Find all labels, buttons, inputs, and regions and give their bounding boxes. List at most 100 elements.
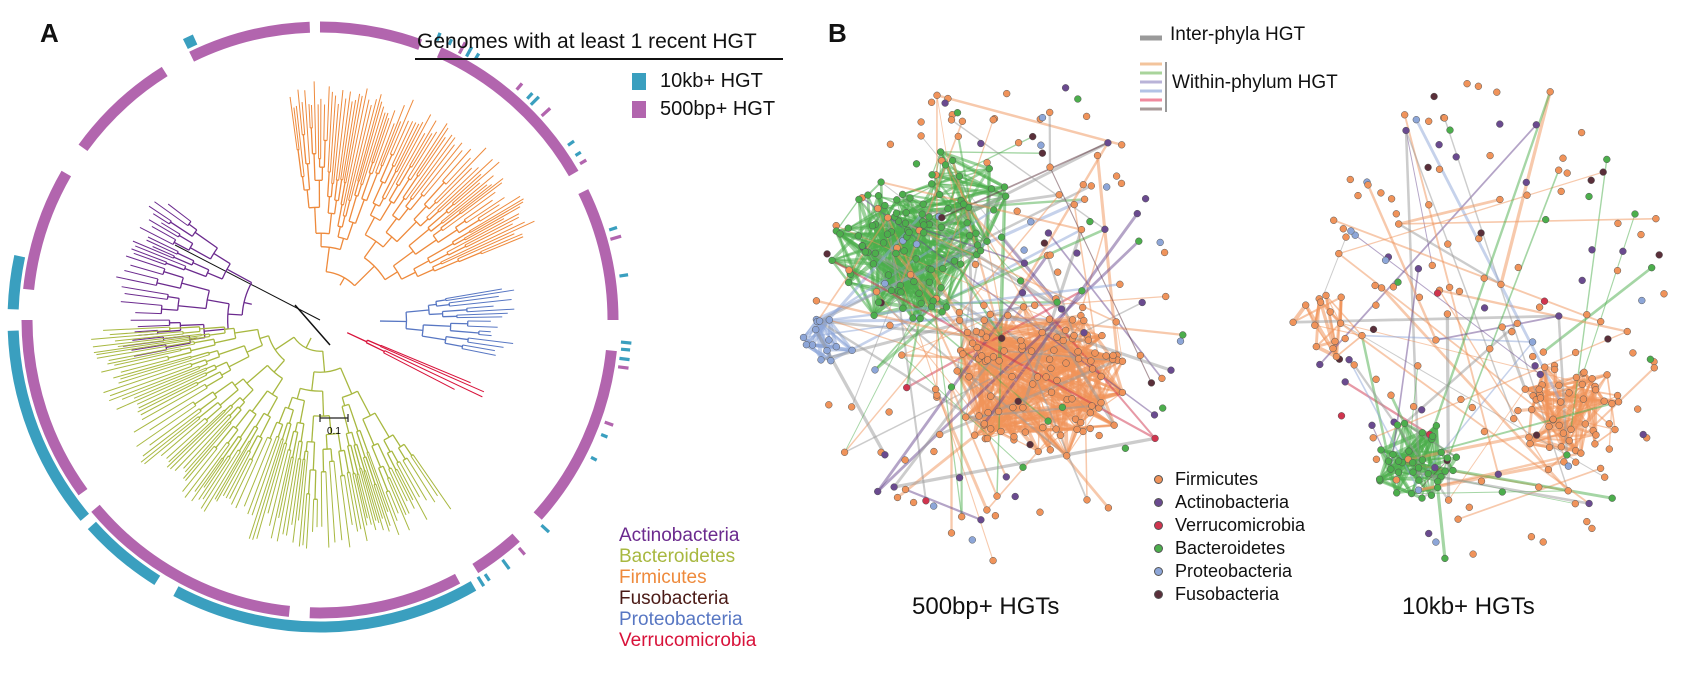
- network-500bp-node: [1014, 139, 1023, 147]
- ring-tick: [435, 32, 442, 42]
- proteo-clade-branch: [435, 299, 446, 303]
- network-500bp-node: [1077, 225, 1086, 234]
- bacteroidetes-clade-arc: [227, 455, 231, 458]
- bacteroidetes-clade-branch: [288, 431, 295, 451]
- network-500bp-node: [1078, 287, 1086, 295]
- network-500bp-node: [1074, 95, 1082, 103]
- actino-clade-branch: [178, 305, 207, 310]
- network-500bp-node: [939, 264, 947, 273]
- network-10kb-node: [1454, 515, 1462, 523]
- network-500bp-node: [922, 497, 930, 505]
- network-500bp-node: [1068, 395, 1076, 403]
- network-500bp-node: [1104, 139, 1112, 147]
- firmicutes-clade-branch: [430, 222, 443, 232]
- network-10kb-node: [1523, 191, 1531, 199]
- bacteroidetes-clade-tip: [203, 451, 241, 512]
- node-legend: Firmicutes Actinobacteria Verrucomicrobi…: [1154, 468, 1305, 606]
- bacteroidetes-clade-branch: [199, 326, 225, 330]
- firmicutes-clade-arc: [360, 183, 363, 186]
- bacteroidetes-clade-tip: [412, 454, 452, 510]
- firmicutes-clade-branch: [357, 184, 363, 197]
- firmicutes-clade-tip: [371, 112, 389, 163]
- bacteroidetes-clade-tip: [108, 365, 200, 402]
- actino-clade-arc: [191, 260, 195, 266]
- ring-tick: [465, 46, 474, 58]
- bacteroidetes-clade-arc: [213, 445, 218, 450]
- firmicutes-clade-branch: [348, 195, 358, 222]
- firmicutes-clade-branch: [455, 220, 466, 228]
- network-10kb-edge: [1392, 434, 1434, 457]
- bacteroidetes-clade-tip: [390, 467, 408, 502]
- bacteroidetes-clade-tip: [198, 455, 229, 500]
- bacteroidetes-clade-tip: [385, 491, 398, 521]
- network-500bp-node: [989, 116, 997, 124]
- network-500bp-node: [877, 178, 885, 186]
- ring-500bp-segment: [533, 350, 617, 520]
- network-10kb-node: [1639, 430, 1647, 439]
- network-500bp-node: [812, 297, 821, 305]
- network-500bp-node: [927, 265, 935, 274]
- network-10kb-node: [1525, 433, 1533, 441]
- network-10kb-node: [1337, 412, 1346, 420]
- network-500bp-node: [971, 431, 979, 439]
- network-10kb-node: [1339, 225, 1347, 233]
- network-10kb-node: [1613, 391, 1622, 400]
- phylum-firmicutes: Firmicutes: [619, 567, 707, 588]
- network-500bp-edge: [816, 299, 1023, 351]
- network-500bp-node: [933, 91, 941, 99]
- firmicutes-clade-branch: [398, 207, 409, 221]
- firmicutes-clade-branch: [379, 154, 393, 182]
- network-10kb-node: [1600, 397, 1608, 405]
- network-10kb-node: [1414, 265, 1423, 273]
- network-500bp-node: [994, 407, 1003, 416]
- bacteroidetes-clade-tip: [267, 443, 288, 514]
- bacteroidetes-clade-branch: [197, 335, 210, 340]
- proteo-clade-tip: [468, 337, 514, 344]
- bacteroidetes-clade-tip: [396, 469, 414, 501]
- bacteroidetes-clade-tip: [91, 331, 184, 340]
- bacteroidetes-clade-branch: [183, 330, 200, 334]
- verruco-clade-branch: [365, 342, 385, 353]
- firmicutes-clade-tip: [434, 147, 487, 202]
- network-10kb-node: [1559, 429, 1568, 437]
- network-10kb-node: [1514, 406, 1522, 415]
- network-500bp-node: [987, 392, 995, 400]
- firmicutes-clade-tip: [382, 121, 402, 167]
- network-10kb-node: [1580, 368, 1588, 376]
- network-500bp-node: [990, 206, 998, 214]
- ring-500bp-segment: [78, 66, 168, 152]
- ring-tick: [501, 558, 511, 570]
- ring-tick: [608, 225, 618, 232]
- network-500bp-node: [1029, 380, 1037, 388]
- network-10kb-node: [1330, 216, 1338, 224]
- legend-label-10kb: 10kb+ HGT: [660, 70, 763, 92]
- network-500bp-node: [871, 249, 879, 257]
- network-500bp-node: [978, 352, 986, 360]
- network-10kb-node: [1614, 219, 1622, 228]
- proteo-clade-branch: [442, 309, 467, 313]
- ring-tick: [609, 234, 622, 241]
- bacteroidetes-clade-tip: [200, 449, 239, 509]
- network-500bp-node: [989, 556, 997, 565]
- bacteroidetes-clade-tip: [183, 422, 232, 479]
- network-10kb-node: [1427, 491, 1436, 499]
- firmicutes-clade-arc: [380, 164, 383, 167]
- network-10kb-edge: [1405, 130, 1433, 266]
- bacteroidetes-clade-branch: [362, 418, 375, 446]
- firmicutes-clade-tip: [313, 81, 317, 154]
- bacteroidetes-clade-branch: [231, 397, 241, 407]
- proteo-clade-branch: [450, 330, 479, 334]
- actino-clade-branch: [207, 272, 223, 280]
- ring-500bp-segment: [309, 573, 461, 619]
- network-10kb-node: [1384, 457, 1393, 465]
- bacteroidetes-clade-arc: [257, 435, 263, 439]
- network-500bp-node: [1102, 352, 1110, 360]
- bacteroidetes-clade-branch: [234, 378, 244, 386]
- firmicutes-clade-tip: [440, 221, 525, 263]
- scale-bar: 0.1: [319, 414, 349, 437]
- actino-clade-tip: [135, 245, 186, 267]
- network-500bp-node: [938, 213, 946, 222]
- network-500bp-node: [995, 357, 1003, 365]
- network-10kb-edge: [1418, 341, 1534, 481]
- network-10kb-edge: [1333, 219, 1602, 323]
